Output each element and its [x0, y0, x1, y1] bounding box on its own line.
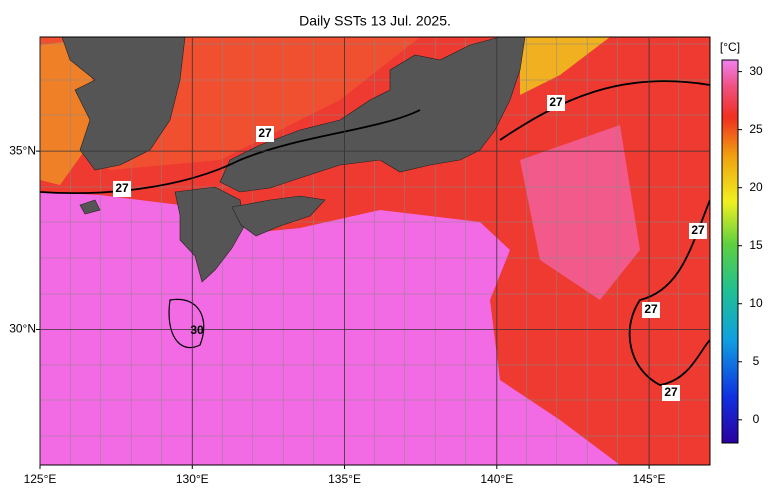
- colorbar-tick-label: 30: [749, 64, 763, 78]
- colorbar-tick-label: 0: [753, 412, 760, 426]
- x-tick-label: 135°E: [328, 472, 361, 486]
- contour-label-box: [662, 385, 680, 401]
- colorbar-label: [°C]: [720, 40, 740, 54]
- colorbar: [721, 59, 739, 444]
- contour-label: 27: [644, 302, 658, 316]
- contour-label-box: [547, 95, 565, 111]
- colorbar-tick-label: 20: [749, 180, 763, 194]
- contour-label: 27: [549, 95, 563, 109]
- y-tick-label: 30°N: [9, 322, 36, 336]
- contour-30: [168, 298, 205, 349]
- contour-label-box: [642, 302, 660, 318]
- contour-label: 27: [664, 385, 678, 399]
- contour-label-box: [689, 223, 707, 239]
- contour-label-box: [256, 126, 274, 142]
- colorbar-tick-label: 15: [749, 238, 763, 252]
- y-tick-label: 35°N: [9, 143, 36, 157]
- x-tick-label: 130°E: [176, 472, 209, 486]
- title: Daily SSTs 13 Jul. 2025.: [299, 13, 451, 29]
- map-area: [40, 37, 710, 465]
- contour-label: 27: [258, 126, 272, 140]
- colorbar-tick-label: 5: [753, 354, 760, 368]
- x-tick-label: 140°E: [480, 472, 513, 486]
- colorbar-tick-label: 10: [749, 296, 763, 310]
- x-tick-label: 145°E: [633, 472, 666, 486]
- contour-label: 27: [691, 223, 705, 237]
- sea-patch: [520, 125, 640, 300]
- contour-27: [40, 80, 710, 386]
- contour-label-box: [113, 181, 131, 197]
- x-tick-label: 125°E: [24, 472, 57, 486]
- sea-cool: [520, 37, 610, 95]
- contour-label: 27: [115, 181, 129, 195]
- land: [61, 37, 526, 283]
- contour-label: 30: [190, 323, 204, 337]
- colorbar-tick-label: 25: [749, 122, 763, 136]
